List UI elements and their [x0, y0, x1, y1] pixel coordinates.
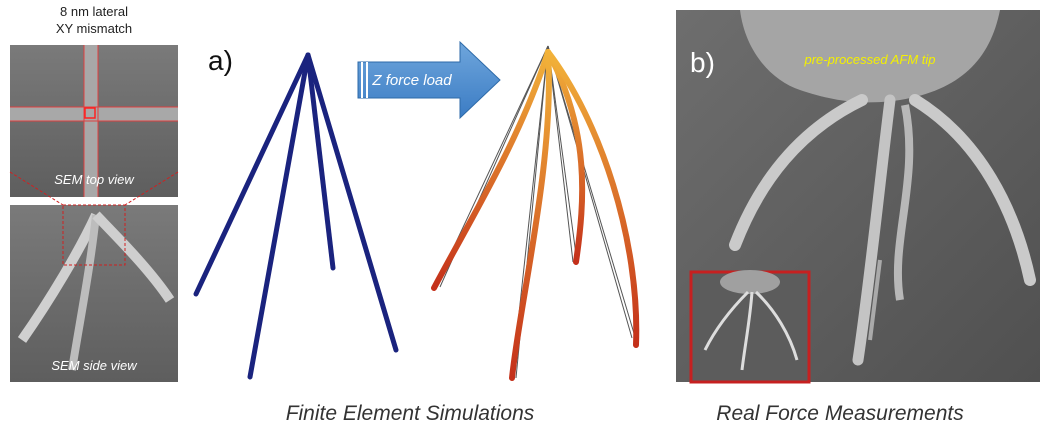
sem-side-label: SEM side view — [51, 358, 138, 373]
panel-label: a) — [208, 45, 233, 76]
sem-header: 8 nm lateral — [60, 4, 128, 19]
panel-label: b) — [690, 47, 715, 78]
inset-image — [691, 270, 809, 382]
caption: Real Force Measurements — [716, 402, 964, 425]
sem-top-label: SEM top view — [54, 172, 135, 187]
caption: Finite Element Simulations — [286, 402, 535, 425]
sem-side-image — [10, 172, 178, 382]
tip-label: pre-processed AFM tip — [803, 52, 935, 67]
figure: 8 nm lateral XY mismatch SEM top view SE… — [0, 0, 1044, 428]
undeformed-tetrapod — [196, 55, 396, 377]
sem-header: XY mismatch — [56, 21, 132, 36]
arrow-label: Z force load — [371, 72, 452, 89]
